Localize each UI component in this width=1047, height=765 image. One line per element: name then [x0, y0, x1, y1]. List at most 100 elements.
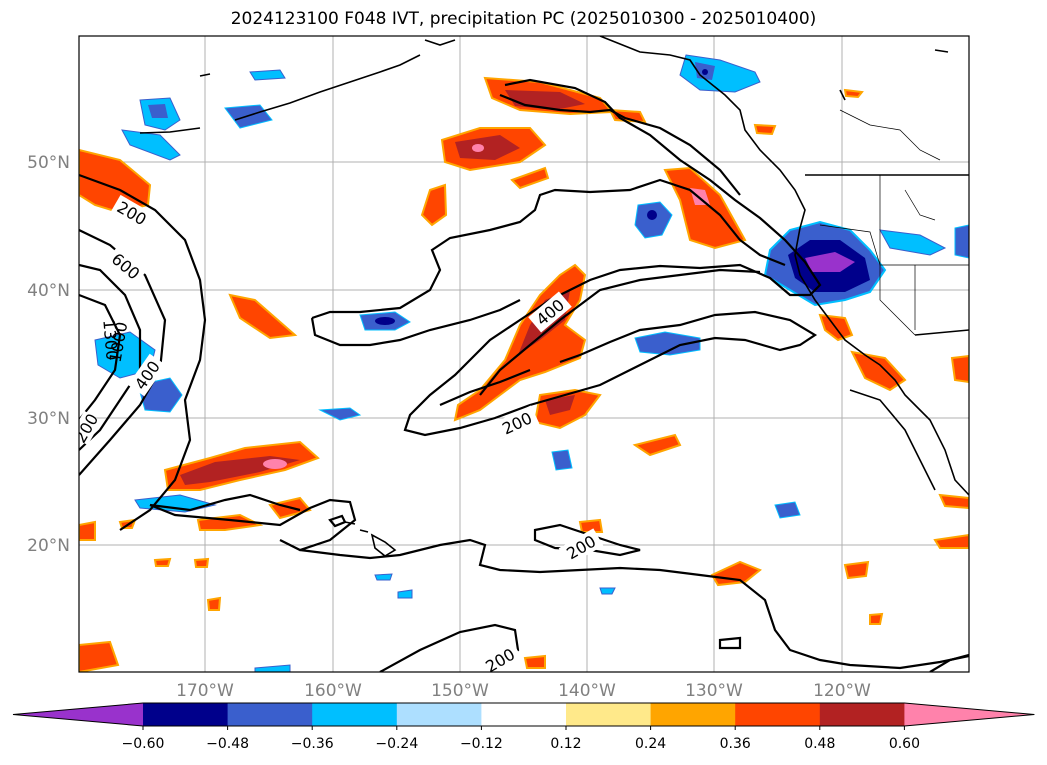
anomaly-patch	[193, 557, 210, 568]
colorbar-bin	[312, 703, 398, 726]
colorbar-tick-label: 0.12	[550, 736, 581, 752]
anomaly-patch	[753, 123, 777, 136]
anomaly-patch	[375, 317, 395, 325]
ivt-contour-200	[718, 636, 742, 650]
map-panel: 200 600 1300 1000 400 400 200 200 200 20…	[78, 35, 970, 673]
aleutian-coast	[139, 127, 201, 134]
anomaly-patch	[472, 144, 484, 152]
anomaly-patch	[263, 459, 287, 469]
state-border	[879, 265, 916, 336]
ivt-contour-200	[499, 93, 741, 196]
contour-label-bg	[79, 410, 102, 446]
anomaly-patch	[950, 354, 969, 384]
anomaly-patch	[608, 108, 647, 124]
latitude-labels: 50°N 40°N 30°N 20°N	[27, 153, 70, 556]
lat-label-30n: 30°N	[27, 409, 70, 429]
colorbar-bin	[227, 703, 313, 726]
coastlines	[139, 36, 969, 557]
state-border	[904, 189, 936, 221]
lat-label-40n: 40°N	[27, 281, 70, 301]
colorbar-bin	[481, 703, 567, 726]
colorbar-bin	[396, 703, 482, 726]
colorbar-extend-max	[904, 703, 1035, 726]
anomaly-patch	[879, 229, 947, 256]
plot-title: 2024123100 F048 IVT, precipitation PC (2…	[230, 9, 817, 29]
colorbar-tick-label: 0.24	[635, 736, 666, 752]
ivt-contour-400	[79, 263, 142, 451]
province-border	[839, 109, 941, 161]
anomaly-patch	[79, 640, 120, 672]
anomaly-patch	[318, 407, 362, 421]
colorbar-tick-label: −0.12	[460, 736, 503, 752]
anomaly-patch	[690, 188, 710, 205]
colorbar-tick-label: 0.48	[804, 736, 835, 752]
colorbar-bin	[735, 703, 821, 726]
anomaly-patch	[578, 518, 604, 533]
ivt-contour-200	[79, 173, 207, 531]
anomaly-patch	[374, 573, 393, 581]
lon-label-170w: 170°W	[176, 681, 234, 701]
coast-fragment	[199, 73, 211, 77]
hawaii-island	[370, 533, 397, 557]
ivt-contours	[79, 78, 969, 672]
anomaly-patch	[634, 331, 701, 356]
anomaly-patch	[634, 201, 673, 239]
lat-label-20n: 20°N	[27, 536, 70, 556]
anomaly-patch	[249, 69, 286, 81]
colorbar-bin	[819, 703, 905, 726]
contour-label-bg	[494, 405, 540, 441]
anomaly-patch	[710, 560, 762, 587]
colorbar-extend-min	[13, 703, 143, 726]
colorbar-tick-label: −0.60	[122, 736, 165, 752]
anomaly-patch	[79, 520, 96, 541]
coast-fragment	[934, 49, 949, 53]
anomaly-patch	[254, 664, 291, 672]
ivt-contour-400	[439, 368, 531, 407]
ivt-contour-200	[533, 523, 641, 557]
colorbar-segments	[12, 702, 1035, 727]
anomaly-patch	[397, 589, 413, 599]
contour-label-bg	[110, 194, 154, 232]
anomaly-patch	[148, 104, 168, 118]
anomaly-patch	[702, 69, 708, 75]
ivt-contour-200	[149, 498, 357, 552]
anomaly-patch	[228, 293, 298, 340]
anomaly-patch	[510, 166, 550, 190]
contour-label-bg	[477, 641, 523, 672]
anomaly-patch	[805, 252, 855, 272]
contour-label-1300: 1300	[99, 319, 121, 361]
anomaly-patch	[843, 560, 870, 580]
anomaly-patch	[774, 501, 801, 519]
colorbar-tick-label: −0.36	[291, 736, 334, 752]
anomaly-patch	[551, 449, 573, 471]
anomaly-patch	[933, 533, 969, 549]
us-mexico-border	[914, 329, 969, 336]
coast-fragment	[839, 89, 846, 101]
contour-label-bg	[127, 353, 167, 397]
colorbar-bin	[650, 703, 736, 726]
colorbar-bin	[566, 703, 652, 726]
negative-anomaly-fields	[94, 54, 969, 672]
aleutian-coast	[234, 54, 421, 121]
contour-label-bg	[528, 291, 572, 333]
ivt-contour-200	[403, 78, 822, 437]
anomaly-patch	[206, 596, 222, 611]
ivt-contour-200	[929, 653, 969, 672]
anomaly-patch	[599, 587, 616, 595]
lon-label-150w: 150°W	[431, 681, 489, 701]
ivt-contour-1000	[79, 293, 122, 421]
lon-label-160w: 160°W	[304, 681, 362, 701]
anomaly-patch	[153, 557, 172, 567]
colorbar-tick-label: 0.60	[889, 736, 920, 752]
lon-label-130w: 130°W	[685, 681, 743, 701]
state-border	[819, 224, 881, 266]
gridlines	[79, 36, 969, 672]
colorbar-labels: −0.60 −0.48 −0.36 −0.24 −0.12 0.12 0.24 0.36 0.4…	[122, 726, 920, 752]
colorbar-bin	[143, 703, 229, 726]
lon-label-120w: 120°W	[813, 681, 871, 701]
ivt-contour-200	[328, 514, 347, 528]
colorbar-tick-label: −0.48	[206, 736, 249, 752]
longitude-labels: 170°W 160°W 150°W 140°W 130°W 120°W	[176, 681, 871, 701]
anomaly-patch	[938, 493, 969, 510]
